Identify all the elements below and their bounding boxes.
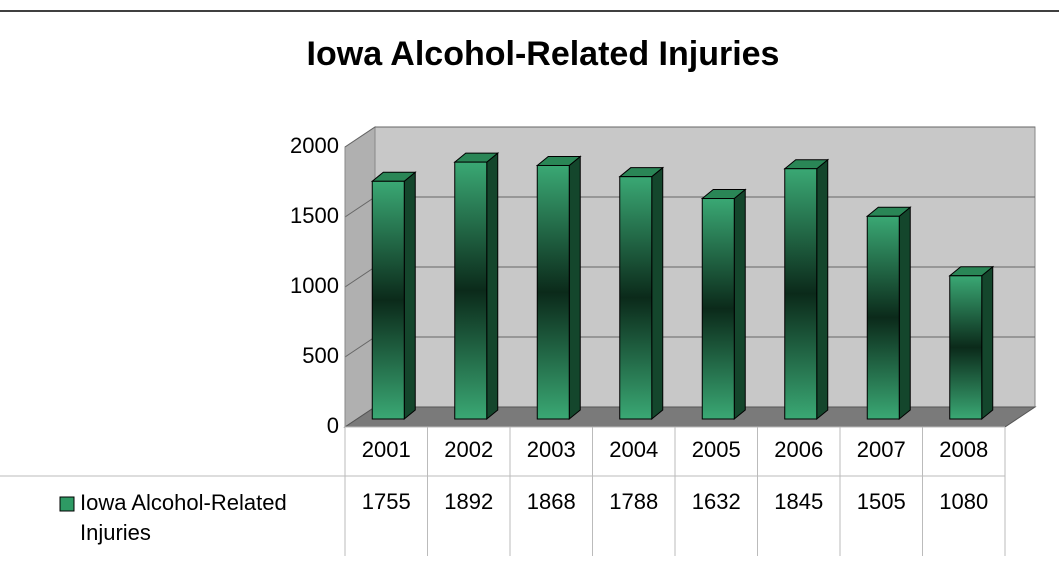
grid-line [344, 126, 1035, 148]
y-tick-label: 2000 [290, 133, 339, 158]
bar-side [403, 171, 416, 421]
x-tick-label: 2006 [774, 437, 823, 462]
x-tick-label: 2004 [609, 437, 658, 462]
bar-side [651, 166, 664, 421]
y-tick-label: 1000 [290, 273, 339, 298]
bar-side [486, 152, 499, 421]
legend-key [59, 496, 75, 512]
bar [371, 180, 405, 420]
table-value: 1505 [857, 489, 906, 514]
bar [536, 164, 570, 420]
table-value: 1868 [527, 489, 576, 514]
bar [784, 168, 818, 420]
bar [619, 176, 653, 420]
floor [343, 406, 1037, 428]
x-tick-label: 2008 [939, 437, 988, 462]
chart-title: Iowa Alcohol-Related Injuries [307, 35, 780, 73]
x-tick-label: 2002 [444, 437, 493, 462]
bar [866, 215, 900, 420]
x-tick-label: 2001 [362, 437, 411, 462]
bar [454, 161, 488, 420]
legend-label: Iowa Alcohol-Related Injuries [80, 490, 287, 545]
x-tick-label: 2005 [692, 437, 741, 462]
y-tick-label: 1500 [290, 203, 339, 228]
bar-side [898, 206, 911, 421]
table-value: 1892 [444, 489, 493, 514]
table-value: 1788 [609, 489, 658, 514]
table-value: 1080 [939, 489, 988, 514]
bar-side [568, 155, 581, 421]
y-tick-label: 0 [327, 413, 339, 438]
table-value: 1632 [692, 489, 741, 514]
x-tick-label: 2007 [857, 437, 906, 462]
bar [701, 198, 735, 420]
bar-side [816, 158, 829, 421]
bar-side [733, 188, 746, 421]
table-value: 1845 [774, 489, 823, 514]
bar [949, 275, 983, 420]
table-value: 1755 [362, 489, 411, 514]
x-tick-label: 2003 [527, 437, 576, 462]
y-tick-label: 500 [302, 343, 339, 368]
bar-side [981, 265, 994, 421]
